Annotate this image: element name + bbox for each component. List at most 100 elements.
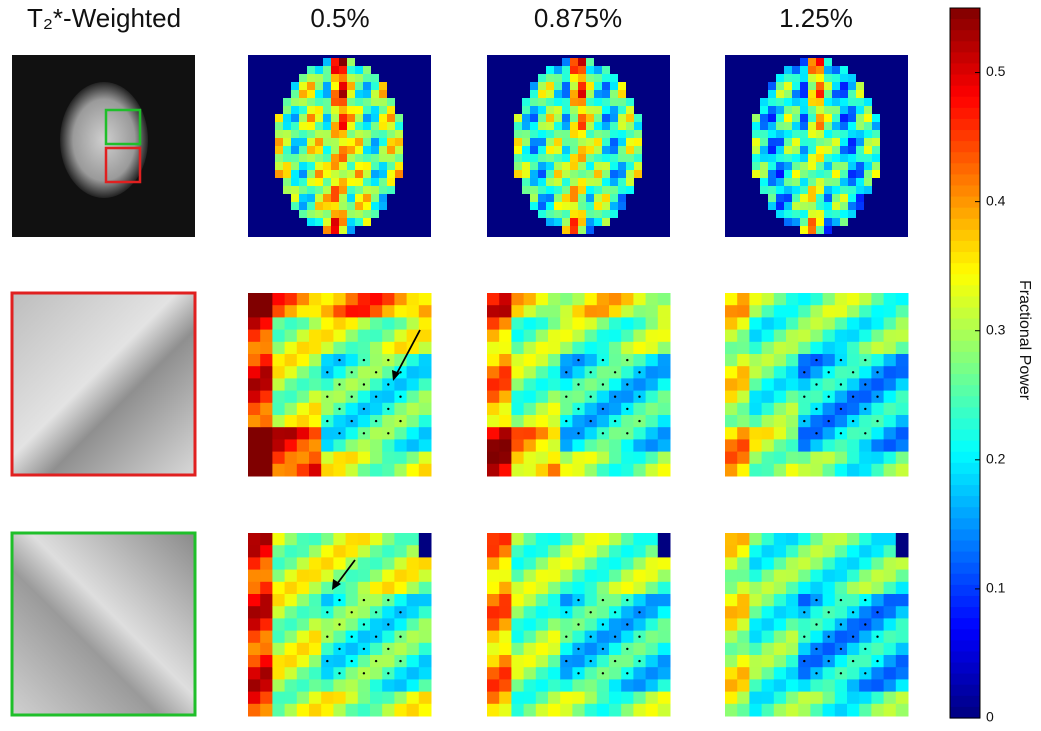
significance-dot (626, 432, 628, 434)
colorbar-step (950, 197, 980, 209)
map-voxel (810, 391, 823, 404)
map-voxel (283, 154, 291, 162)
map-voxel (896, 378, 909, 391)
map-voxel (522, 178, 530, 186)
map-voxel (896, 427, 909, 440)
map-voxel (856, 170, 864, 178)
map-voxel (646, 342, 659, 355)
map-voxel (774, 317, 787, 330)
map-voxel (810, 342, 823, 355)
map-voxel (752, 170, 760, 178)
map-voxel (394, 679, 407, 692)
map-voxel (847, 427, 860, 440)
map-voxel (848, 130, 856, 138)
map-voxel (285, 692, 298, 705)
map-voxel (578, 154, 586, 162)
map-voxel (248, 545, 261, 558)
map-voxel (419, 557, 432, 570)
map-voxel (382, 293, 395, 306)
map-voxel (823, 582, 836, 595)
map-voxel (285, 403, 298, 416)
map-voxel (884, 464, 897, 477)
map-voxel (560, 692, 573, 705)
map-voxel (379, 186, 387, 194)
map-voxel (272, 582, 285, 595)
map-voxel (749, 452, 762, 465)
map-voxel (762, 439, 775, 452)
map-voxel (824, 114, 832, 122)
map-voxel (371, 186, 379, 194)
map-voxel (776, 178, 784, 186)
map-voxel (586, 194, 594, 202)
map-voxel (621, 692, 634, 705)
map-voxel (299, 122, 307, 130)
map-voxel (786, 330, 799, 343)
map-voxel (749, 305, 762, 318)
map-voxel (725, 293, 738, 306)
map-voxel (321, 342, 334, 355)
map-voxel (339, 114, 347, 122)
map-voxel (572, 415, 585, 428)
colorbar-step (950, 241, 980, 253)
map-voxel (884, 643, 897, 656)
map-voxel (602, 122, 610, 130)
colorbar-tick-label: 0.3 (986, 321, 1006, 337)
map-voxel (658, 354, 671, 367)
map-voxel (602, 90, 610, 98)
significance-dot (565, 636, 567, 638)
map-voxel (621, 366, 634, 379)
map-voxel (315, 98, 323, 106)
map-voxel (394, 545, 407, 558)
map-voxel (382, 330, 395, 343)
map-voxel (856, 162, 864, 170)
map-voxel (786, 415, 799, 428)
map-voxel (331, 162, 339, 170)
map-voxel (487, 330, 500, 343)
map-voxel (548, 704, 561, 717)
map-voxel (621, 317, 634, 330)
map-voxel (859, 439, 872, 452)
map-voxel (499, 403, 512, 416)
map-voxel (585, 582, 598, 595)
map-voxel (248, 533, 261, 546)
colorbar-step (950, 296, 980, 308)
map-voxel (562, 138, 570, 146)
map-voxel (355, 90, 363, 98)
map-voxel (347, 154, 355, 162)
map-voxel (499, 545, 512, 558)
map-voxel (346, 594, 359, 607)
map-voxel (610, 178, 618, 186)
map-voxel (260, 305, 273, 318)
map-voxel (570, 130, 578, 138)
map-voxel (835, 452, 848, 465)
map-voxel (786, 643, 799, 656)
map-voxel (297, 452, 310, 465)
map-voxel (346, 354, 359, 367)
colorbar-step (950, 396, 980, 408)
map-voxel (522, 154, 530, 162)
map-voxel (560, 679, 573, 692)
map-voxel (407, 366, 420, 379)
colorbar-step (950, 663, 980, 675)
map-voxel (407, 679, 420, 692)
map-voxel (511, 342, 524, 355)
map-voxel (816, 122, 824, 130)
map-voxel (297, 305, 310, 318)
map-voxel (848, 210, 856, 218)
map-voxel (511, 378, 524, 391)
map-voxel (309, 452, 322, 465)
map-voxel (658, 464, 671, 477)
map-voxel (634, 162, 642, 170)
map-voxel (749, 403, 762, 416)
map-voxel (333, 655, 346, 668)
map-voxel (597, 704, 610, 717)
map-voxel (358, 305, 371, 318)
map-voxel (578, 122, 586, 130)
map-voxel (358, 452, 371, 465)
map-voxel (370, 704, 383, 717)
map-voxel (285, 667, 298, 680)
map-voxel (333, 330, 346, 343)
significance-dot (577, 623, 579, 625)
map-voxel (248, 342, 261, 355)
map-voxel (379, 146, 387, 154)
